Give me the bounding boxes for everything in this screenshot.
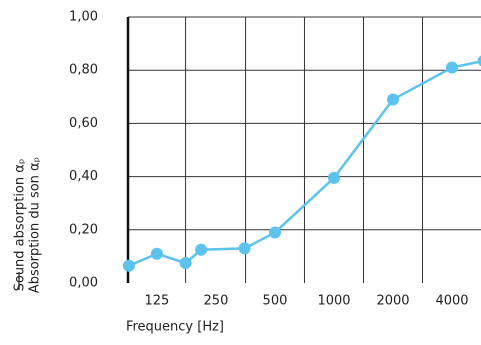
data-point bbox=[327, 171, 340, 184]
data-point bbox=[179, 257, 192, 270]
y-tick-label: 0,80 bbox=[69, 63, 98, 78]
y-tick-label: 0,20 bbox=[69, 222, 98, 237]
x-axis-label: Frequency [Hz] bbox=[126, 320, 224, 335]
x-tick-label: 250 bbox=[204, 294, 229, 309]
x-tick-label: 4000 bbox=[435, 294, 468, 309]
data-point bbox=[150, 247, 163, 260]
y-tick-label: 0,40 bbox=[69, 169, 98, 184]
y-tick-label: 0,60 bbox=[69, 116, 98, 131]
x-tick-label: 2000 bbox=[376, 294, 409, 309]
data-point bbox=[195, 243, 208, 256]
data-point bbox=[446, 61, 459, 74]
series-line bbox=[128, 60, 481, 267]
y-axis-label: Absorption du son αₚ bbox=[28, 157, 43, 293]
data-point bbox=[477, 55, 481, 67]
y-axis-label: Sound absorption αₚ bbox=[13, 159, 28, 292]
y-tick-label: 0,00 bbox=[69, 276, 98, 291]
data-point bbox=[122, 259, 135, 272]
data-point bbox=[238, 242, 251, 255]
data-point bbox=[387, 93, 400, 106]
y-tick-label: 1,00 bbox=[69, 10, 98, 25]
data-point bbox=[268, 226, 281, 239]
x-tick-label: 125 bbox=[145, 294, 170, 309]
x-tick-label: 500 bbox=[263, 294, 288, 309]
x-tick-label: 1000 bbox=[317, 294, 350, 309]
